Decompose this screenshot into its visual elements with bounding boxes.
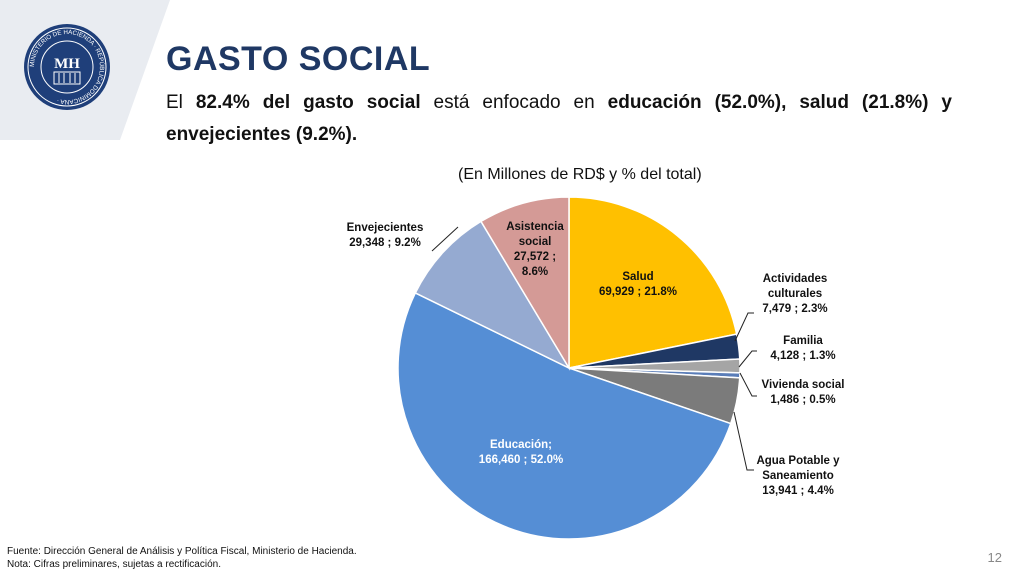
data-label-line: 69,929 ; 21.8%: [599, 286, 677, 298]
data-label-educaci-n: Educación; 166,460 ; 52.0%: [479, 439, 563, 466]
data-label-line: Salud: [622, 271, 653, 283]
data-label-line: 7,479 ; 2.3%: [762, 303, 827, 315]
data-label-actividades-culturales: Actividades culturales 7,479 ; 2.3%: [762, 273, 827, 315]
data-label-line: social: [519, 236, 552, 248]
data-label-line: 29,348 ; 9.2%: [349, 237, 421, 249]
data-label-line: 4,128 ; 1.3%: [770, 350, 835, 362]
data-label-line: 166,460 ; 52.0%: [479, 454, 563, 466]
leader-line: [733, 411, 754, 471]
slide-subtitle: El 82.4% del gasto social está enfocado …: [166, 87, 952, 151]
ministry-seal-logo: MINISTERIO DE HACIENDA · REPÚBLICA DOMIN…: [24, 24, 110, 110]
footer-note: Nota: Cifras preliminares, sujetas a rec…: [7, 559, 221, 570]
data-label-line: Asistencia: [506, 221, 564, 233]
data-label-familia: Familia 4,128 ; 1.3%: [770, 335, 835, 362]
pie-slice-envejecientes: [414, 220, 571, 370]
data-label-line: culturales: [768, 288, 822, 300]
page-number: 12: [987, 550, 1002, 565]
leader-line: [734, 312, 754, 342]
slide-title: GASTO SOCIAL: [166, 40, 431, 78]
pie-slice-educaci-n: [397, 291, 732, 540]
subtitle-segment: 82.4% del gasto social: [195, 92, 421, 113]
data-label-agua-potable-y-saneamiento: Agua Potable y Saneamiento 13,941 ; 4.4%: [756, 455, 840, 497]
subtitle-segment: educación (52.0%), salud (21.8%) y envej…: [166, 92, 952, 145]
data-label-line: 13,941 ; 4.4%: [762, 485, 834, 497]
subtitle-segment: está enfocado en: [420, 92, 608, 113]
data-label-line: Educación;: [490, 439, 552, 451]
pie-slice-salud: [568, 196, 738, 369]
data-label-line: 27,572 ;: [514, 251, 556, 263]
data-label-line: Saneamiento: [762, 470, 834, 482]
data-label-salud: Salud 69,929 ; 21.8%: [599, 271, 677, 298]
data-label-line: Familia: [783, 335, 823, 347]
seal-monogram: MH: [54, 56, 80, 72]
footer: Fuente: Dirección General de Análisis y …: [7, 545, 357, 571]
pie-slice-asistencia-social: [479, 196, 570, 371]
subtitle-segment: El: [166, 92, 196, 113]
footer-source: Fuente: Dirección General de Análisis y …: [7, 546, 357, 557]
leader-line: [431, 226, 459, 252]
leader-line: [738, 350, 757, 368]
data-label-line: Actividades: [763, 273, 828, 285]
data-label-envejecientes: Envejecientes 29,348 ; 9.2%: [347, 222, 424, 249]
data-label-line: Vivienda social: [762, 379, 845, 391]
data-label-line: 8.6%: [522, 266, 548, 278]
leader-line: [739, 372, 757, 397]
data-label-vivienda-social: Vivienda social 1,486 ; 0.5%: [762, 379, 845, 406]
chart-unit-note: (En Millones de RD$ y % del total): [458, 166, 702, 183]
data-label-line: Envejecientes: [347, 222, 424, 234]
data-label-asistencia-social: Asistencia social 27,572 ; 8.6%: [506, 221, 564, 278]
data-label-line: Agua Potable y: [756, 455, 840, 467]
data-label-line: 1,486 ; 0.5%: [770, 394, 835, 406]
